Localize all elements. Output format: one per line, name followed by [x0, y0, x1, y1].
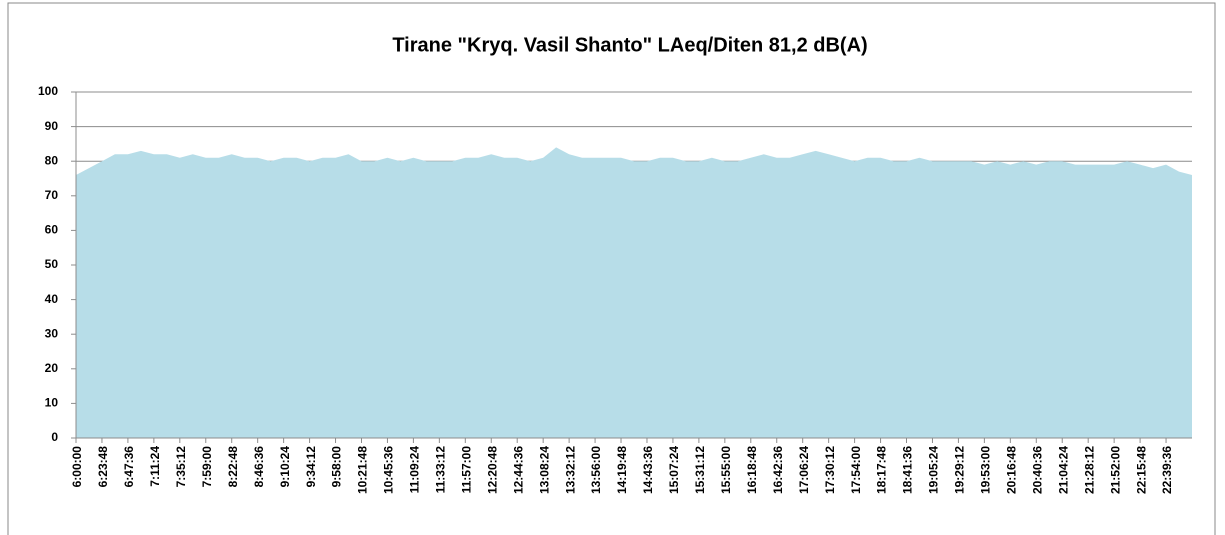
x-tick-label: 13:56:00 — [589, 446, 603, 494]
x-tick-label: 13:32:12 — [563, 446, 577, 494]
x-tick-label: 9:10:24 — [278, 446, 292, 488]
x-tick-label: 15:55:00 — [719, 446, 733, 494]
y-tick-label: 90 — [45, 119, 59, 133]
x-tick-label: 12:20:48 — [485, 446, 499, 494]
x-tick-label: 10:21:48 — [356, 446, 370, 494]
x-tick-label: 7:59:00 — [200, 446, 214, 488]
x-tick-label: 11:09:24 — [408, 446, 422, 494]
y-tick-label: 10 — [45, 396, 59, 410]
y-tick-label: 20 — [45, 361, 59, 375]
x-tick-label: 7:11:24 — [148, 446, 162, 487]
x-tick-label: 6:23:48 — [96, 446, 110, 488]
x-tick-label: 18:17:48 — [875, 446, 889, 494]
x-tick-label: 7:35:12 — [174, 446, 188, 488]
x-tick-label: 20:16:48 — [1004, 446, 1018, 494]
chart-title: Tirane "Kryq. Vasil Shanto" LAeq/Diten 8… — [392, 34, 867, 56]
x-tick-label: 6:47:36 — [122, 446, 136, 488]
x-tick-label: 14:43:36 — [641, 446, 655, 494]
y-tick-label: 0 — [51, 430, 58, 444]
y-tick-label: 70 — [45, 188, 59, 202]
x-tick-label: 11:33:12 — [434, 446, 448, 494]
x-tick-label: 8:46:36 — [252, 446, 266, 488]
x-tick-label: 9:58:00 — [330, 446, 344, 488]
x-tick-label: 18:41:36 — [901, 446, 915, 494]
x-tick-label: 21:52:00 — [1108, 446, 1122, 494]
chart-frame — [7, 2, 1216, 535]
x-tick-label: 15:07:24 — [667, 446, 681, 494]
x-tick-label: 17:54:00 — [849, 446, 863, 494]
x-tick-label: 21:28:12 — [1082, 446, 1096, 494]
x-tick-label: 22:15:48 — [1134, 446, 1148, 494]
y-tick-label: 40 — [45, 292, 59, 306]
x-tick-label: 21:04:24 — [1056, 446, 1070, 494]
x-tick-label: 19:29:12 — [953, 446, 967, 494]
x-tick-label: 10:45:36 — [382, 446, 396, 494]
x-tick-label: 20:40:36 — [1030, 446, 1044, 494]
x-tick-label: 19:53:00 — [979, 446, 993, 494]
x-tick-label: 11:57:00 — [459, 446, 473, 494]
y-tick-label: 60 — [45, 223, 59, 237]
x-tick-label: 13:08:24 — [537, 446, 551, 494]
x-tick-label: 17:30:12 — [823, 446, 837, 494]
x-tick-label: 6:00:00 — [70, 446, 84, 488]
x-tick-label: 22:39:36 — [1160, 446, 1174, 494]
x-tick-label: 9:34:12 — [304, 446, 318, 488]
y-tick-label: 50 — [45, 257, 59, 271]
x-tick-label: 14:19:48 — [615, 446, 629, 494]
x-tick-label: 8:22:48 — [226, 446, 240, 488]
y-tick-label: 100 — [38, 84, 58, 98]
x-tick-label: 16:42:36 — [771, 446, 785, 494]
y-tick-label: 30 — [45, 326, 59, 340]
x-tick-label: 15:31:12 — [693, 446, 707, 494]
area — [76, 147, 1192, 439]
x-tick-label: 16:18:48 — [745, 446, 759, 494]
x-tick-label: 17:06:24 — [797, 446, 811, 494]
x-tick-label: 12:44:36 — [511, 446, 525, 494]
y-tick-label: 80 — [45, 153, 59, 167]
x-tick-label: 19:05:24 — [927, 446, 941, 494]
